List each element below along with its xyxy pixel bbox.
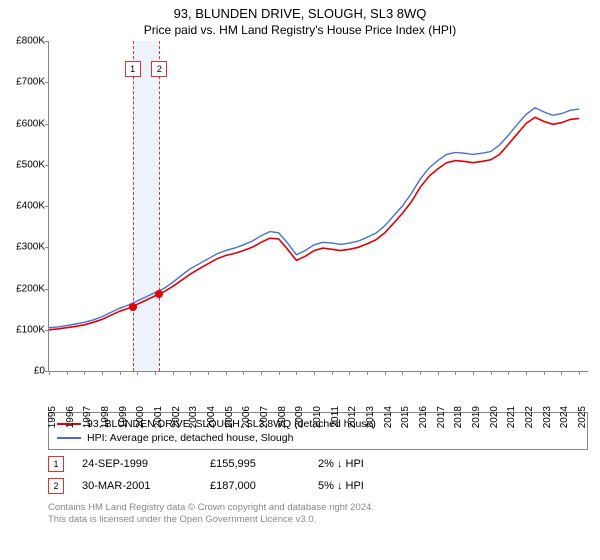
legend-swatch [57, 437, 81, 439]
x-axis-label: 2014 [381, 406, 394, 428]
sales-list: 1 24-SEP-1999 £155,995 2% ↓ HPI 2 30-MAR-2001… [0, 456, 600, 494]
x-axis-label: 2016 [416, 406, 429, 428]
x-axis-label: 2019 [469, 406, 482, 428]
x-axis-labels: 1995199619971998199920002001200220032004… [48, 372, 588, 406]
x-axis-label: 2003 [186, 406, 199, 428]
x-axis-label: 2010 [310, 406, 323, 428]
x-axis-label: 2008 [275, 406, 288, 428]
y-axis-label: £0 [34, 366, 49, 377]
x-axis-label: 2012 [345, 406, 358, 428]
sale-vline [133, 41, 134, 371]
series-line [49, 117, 579, 329]
x-axis-label: 1996 [63, 406, 76, 428]
x-axis-label: 2025 [575, 406, 588, 428]
sale-marker-icon: 2 [48, 478, 64, 494]
x-axis-label: 2022 [522, 406, 535, 428]
sale-date: 30-MAR-2001 [82, 480, 192, 492]
x-axis-label: 2018 [451, 406, 464, 428]
x-axis-label: 2006 [239, 406, 252, 428]
sale-marker-box: 1 [125, 61, 141, 77]
y-axis-label: £400K [16, 201, 49, 212]
x-axis-label: 2004 [204, 406, 217, 428]
x-axis-label: 2001 [151, 406, 164, 428]
y-axis-label: £200K [16, 283, 49, 294]
legend-item: HPI: Average price, detached house, Slou… [57, 431, 579, 445]
y-axis-label: £100K [16, 324, 49, 335]
x-axis-label: 1995 [45, 406, 58, 428]
sale-date: 24-SEP-1999 [82, 458, 192, 470]
y-axis-label: £500K [16, 159, 49, 170]
x-axis-label: 2000 [133, 406, 146, 428]
chart-subtitle: Price paid vs. HM Land Registry's House … [0, 21, 600, 41]
sale-vline [159, 41, 160, 371]
footer-line: This data is licensed under the Open Gov… [48, 514, 588, 526]
x-axis-label: 2009 [292, 406, 305, 428]
chart-container: 93, BLUNDEN DRIVE, SLOUGH, SL3 8WQ Price… [0, 0, 600, 560]
sale-row: 1 24-SEP-1999 £155,995 2% ↓ HPI [48, 456, 588, 472]
sale-marker-icon: 1 [48, 456, 64, 472]
chart-title: 93, BLUNDEN DRIVE, SLOUGH, SL3 8WQ [0, 0, 600, 21]
sale-price: £187,000 [210, 480, 300, 492]
x-axis-label: 2002 [169, 406, 182, 428]
plot-area: £0£100K£200K£300K£400K£500K£600K£700K£80… [48, 41, 588, 372]
x-axis-label: 2005 [222, 406, 235, 428]
x-axis-label: 1998 [98, 406, 111, 428]
sale-marker-box: 2 [151, 61, 167, 77]
x-axis-label: 2024 [557, 406, 570, 428]
sale-price: £155,995 [210, 458, 300, 470]
x-axis-label: 2021 [504, 406, 517, 428]
y-axis-label: £300K [16, 242, 49, 253]
x-axis-label: 2013 [363, 406, 376, 428]
x-axis-label: 2015 [398, 406, 411, 428]
x-axis-label: 1999 [116, 406, 129, 428]
footer-line: Contains HM Land Registry data © Crown c… [48, 502, 588, 514]
sale-diff: 5% ↓ HPI [318, 480, 588, 492]
x-axis-label: 2017 [434, 406, 447, 428]
y-axis-label: £700K [16, 77, 49, 88]
sale-dot [155, 290, 163, 298]
legend-label: HPI: Average price, detached house, Slou… [87, 432, 293, 444]
y-axis-label: £800K [16, 36, 49, 47]
x-axis-label: 2020 [487, 406, 500, 428]
x-axis-label: 2011 [328, 406, 341, 428]
sale-diff: 2% ↓ HPI [318, 458, 588, 470]
x-axis-label: 2007 [257, 406, 270, 428]
series-line [49, 108, 579, 328]
x-axis-label: 2023 [540, 406, 553, 428]
x-axis-label: 1997 [80, 406, 93, 428]
sale-dot [129, 303, 137, 311]
footer-attribution: Contains HM Land Registry data © Crown c… [48, 502, 588, 527]
y-axis-label: £600K [16, 118, 49, 129]
sale-row: 2 30-MAR-2001 £187,000 5% ↓ HPI [48, 478, 588, 494]
line-series-svg [49, 41, 588, 371]
